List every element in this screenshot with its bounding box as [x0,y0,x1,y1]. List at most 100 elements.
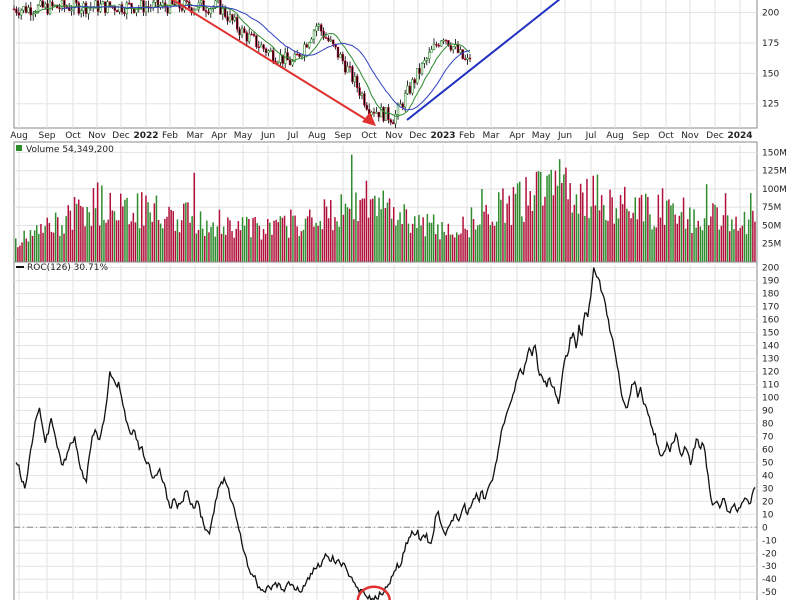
volume-bar [327,218,330,262]
volume-bar [174,230,177,262]
volume-bar [348,208,351,262]
candle-body [17,12,20,16]
x-tick-label: Oct [658,131,674,141]
price-grid [14,0,757,128]
volume-bar [558,159,561,262]
volume-bar [741,225,744,262]
volume-bar [113,211,116,262]
candle-body [29,7,32,16]
volume-bar [428,222,431,262]
candle-body [396,103,400,115]
volume-bar [451,234,454,262]
candle-body [449,45,452,51]
volume-bar [714,204,716,262]
candle-body [276,62,280,64]
volume-bar [351,154,353,262]
volume-bar [386,202,389,262]
volume-bar [395,225,397,262]
candle-body [439,40,443,47]
volume-bar [178,232,181,262]
volume-bar [57,217,59,262]
volume-bar [323,199,326,262]
x-tick-label: Dec [706,131,723,141]
volume-bar [529,191,531,262]
volume-tick-label: 150M [762,148,787,158]
candle-body [168,0,172,14]
volume-bar [546,175,548,262]
volume-bar [409,232,412,262]
candle-body [463,58,467,61]
volume-bar [290,209,292,262]
volume-bar [693,209,695,262]
volume-bar [54,212,57,262]
volume-bar [647,196,649,262]
volume-bar [416,227,418,262]
volume-bar [210,226,212,262]
volume-bar [243,225,246,262]
volume-bar [355,192,357,262]
volume-bar [554,170,557,262]
volume-bar [82,207,84,262]
volume-bar [621,204,624,262]
volume-bar [208,232,210,262]
roc-tick-label: 200 [762,264,779,274]
volume-bar [468,237,471,262]
volume-bar [399,212,401,262]
candle-body [327,37,330,42]
volume-bar [29,230,32,262]
volume-bar [584,215,586,262]
volume-bars [15,154,756,262]
volume-bar [267,218,269,262]
roc-tick-label: 90 [762,406,774,416]
volume-bar [340,194,342,262]
volume-bar [227,217,229,262]
volume-bar [550,169,552,262]
candle-body [420,63,424,74]
volume-bar [206,220,208,262]
volume-bar [705,184,708,262]
volume-bar [552,195,555,262]
volume-bar [306,216,309,262]
volume-bar [183,203,185,262]
volume-bar [456,232,458,262]
x-tick-label: Nov [385,131,403,141]
volume-bar [170,209,172,262]
volume-bar [153,203,156,262]
candle-body [27,7,30,13]
volume-bar [262,229,265,262]
volume-bar [609,189,611,262]
volume-bar [506,203,508,262]
volume-bar [542,205,544,262]
candle-body [245,32,248,42]
volume-bar [204,235,206,262]
volume-bar [69,210,72,262]
volume-bar [103,219,105,262]
volume-bar [752,210,754,262]
price-tick-label: 175 [762,39,779,49]
candle-body [31,13,35,16]
x-tick-label: Nov [681,131,699,141]
volume-bar [519,181,521,262]
volume-bar [275,219,277,262]
volume-bar [603,205,605,262]
volume-bar [130,221,132,262]
candle-body [221,7,224,15]
candle-body [259,44,263,48]
volume-legend-swatch [16,145,22,151]
volume-bar [670,205,672,262]
candle-body [248,33,251,42]
volume-bar [661,188,664,262]
x-tick-label: Mar [187,131,204,141]
candle-body [152,2,155,9]
volume-bar [668,199,670,262]
candle-body [195,8,198,11]
volume-bar [168,206,170,262]
volume-bar [31,235,34,262]
volume-bar [229,220,231,262]
volume-bar [84,226,86,262]
volume-bar [311,217,313,262]
volume-bar [48,222,51,262]
volume-bar [159,223,162,262]
volume-bar [330,200,332,262]
candle-body [403,93,407,108]
